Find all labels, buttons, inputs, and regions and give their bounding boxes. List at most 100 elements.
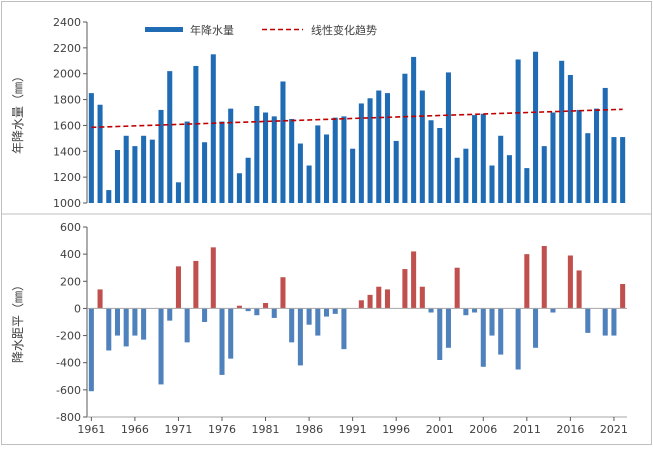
anomaly-bar-1988 bbox=[323, 308, 330, 317]
anomaly-bar-1993 bbox=[367, 294, 373, 309]
annual-precip-bar-2009 bbox=[506, 155, 512, 203]
anomaly-bar-2006 bbox=[480, 308, 486, 367]
anomaly-bar-1966 bbox=[132, 308, 138, 336]
annual-precip-bar-2011 bbox=[524, 168, 530, 203]
bottom-x-tick-label: 1986 bbox=[295, 423, 323, 436]
anomaly-bar-1967 bbox=[141, 308, 147, 340]
bottom-x-tick-label: 1976 bbox=[208, 423, 236, 436]
bottom-x-tick-label: 1961 bbox=[77, 423, 105, 436]
bottom-x-tick-label: 1996 bbox=[382, 423, 410, 436]
annual-precip-bar-2000 bbox=[428, 120, 434, 203]
annual-precip-bar-1998 bbox=[411, 56, 417, 204]
anomaly-bar-1982 bbox=[271, 308, 277, 318]
bottom-x-tick-label: 2006 bbox=[469, 423, 497, 436]
anomaly-bar-2022 bbox=[620, 284, 626, 309]
top-y-tick-label: 1400 bbox=[53, 145, 81, 158]
annual-precip-bar-1996 bbox=[393, 140, 399, 203]
anomaly-bar-2013 bbox=[541, 246, 547, 309]
annual-precip-bar-2021 bbox=[611, 137, 617, 203]
top-y-tick-label: 1200 bbox=[53, 171, 81, 184]
anomaly-bar-2003 bbox=[454, 267, 460, 309]
anomaly-bar-1986 bbox=[306, 308, 312, 325]
anomaly-bar-2012 bbox=[533, 308, 539, 348]
bottom-x-tick-label: 1981 bbox=[252, 423, 280, 436]
annual-precip-bar-1992 bbox=[358, 103, 364, 203]
linear-trend-line bbox=[91, 108, 623, 129]
anomaly-bar-2017 bbox=[576, 270, 582, 309]
anomaly-bar-1995 bbox=[384, 289, 391, 309]
anomaly-bar-1974 bbox=[202, 308, 208, 322]
annual-precip-bar-1971 bbox=[175, 182, 181, 203]
anomaly-bar-1997 bbox=[402, 269, 408, 309]
annual-precip-bar-2016 bbox=[567, 75, 573, 203]
bottom-y-axis-label: 降水距平（㎜） bbox=[11, 279, 25, 363]
annual-precip-bar-1999 bbox=[419, 90, 425, 203]
legend-trend-label: 线性变化趋势 bbox=[311, 23, 377, 37]
legend-bar-label: 年降水量 bbox=[190, 23, 234, 37]
annual-precip-bar-2015 bbox=[559, 60, 565, 204]
anomaly-bar-1984 bbox=[289, 308, 295, 343]
annual-precip-bar-1973 bbox=[193, 65, 199, 203]
annual-precip-bar-1962 bbox=[97, 104, 103, 203]
annual-precip-bar-2007 bbox=[489, 165, 495, 203]
anomaly-bar-2018 bbox=[585, 308, 591, 333]
anomaly-bar-1990 bbox=[341, 308, 347, 350]
bottom-y-tick-label: 200 bbox=[60, 275, 81, 288]
annual-precip-bar-2006 bbox=[480, 113, 486, 203]
annual-precip-bar-1997 bbox=[402, 73, 408, 203]
legend-bar-swatch bbox=[145, 27, 183, 32]
anomaly-bar-2001 bbox=[437, 308, 443, 360]
top-y-tick-label: 1600 bbox=[53, 119, 81, 132]
anomaly-bar-2000 bbox=[428, 308, 434, 313]
annual-precip-bar-2012 bbox=[533, 51, 539, 203]
anomaly-bar-1998 bbox=[411, 251, 417, 309]
anomaly-bar-1981 bbox=[263, 303, 269, 309]
annual-precip-bar-1961 bbox=[88, 93, 94, 203]
anomaly-bar-2016 bbox=[567, 255, 573, 309]
annual-precip-bar-1984 bbox=[289, 118, 295, 203]
anomaly-bar-2020 bbox=[602, 308, 608, 336]
anomaly-bar-1972 bbox=[184, 308, 190, 343]
annual-precip-bar-1972 bbox=[184, 121, 190, 203]
annual-precip-bar-1970 bbox=[167, 71, 173, 203]
anomaly-bar-2007 bbox=[489, 308, 495, 336]
anomaly-bar-2005 bbox=[472, 308, 478, 313]
bottom-x-tick-label: 1971 bbox=[164, 423, 192, 436]
annual-precip-bar-1980 bbox=[254, 106, 260, 203]
annual-precip-bar-1964 bbox=[114, 149, 121, 203]
annual-precip-bar-1979 bbox=[245, 157, 251, 203]
anomaly-bar-2021 bbox=[611, 308, 617, 336]
bottom-x-tick-label: 1991 bbox=[339, 423, 367, 436]
anomaly-bar-1987 bbox=[315, 308, 321, 336]
annual-precip-bar-1989 bbox=[332, 117, 338, 203]
bottom-x-tick-label: 2021 bbox=[600, 423, 628, 436]
anomaly-bar-1999 bbox=[419, 286, 425, 309]
anomaly-bar-1992 bbox=[358, 300, 364, 309]
bottom-x-tick-label: 2011 bbox=[513, 423, 541, 436]
anomaly-bar-2010 bbox=[515, 308, 521, 370]
anomaly-bar-1973 bbox=[193, 260, 199, 309]
bottom-y-tick-label: 600 bbox=[60, 221, 81, 234]
annual-precip-bar-1985 bbox=[297, 143, 303, 203]
anomaly-bar-1964 bbox=[114, 308, 121, 336]
annual-precipitation-panel: 1000 1200 1400 1600 1800 2000 2200 2400 年降水量 线性… bbox=[11, 16, 626, 210]
bottom-x-tick-label: 2016 bbox=[556, 423, 584, 436]
annual-precip-bar-1968 bbox=[149, 139, 155, 203]
anomaly-bar-1975 bbox=[210, 247, 216, 309]
top-y-tick-label: 1000 bbox=[53, 197, 81, 210]
annual-precip-bar-2003 bbox=[454, 157, 460, 203]
annual-precip-bar-2019 bbox=[593, 108, 600, 203]
annual-precip-bar-1988 bbox=[323, 134, 330, 203]
annual-precip-bar-1981 bbox=[263, 112, 269, 203]
annual-precip-bar-2010 bbox=[515, 59, 521, 203]
bottom-y-tick-label: -400 bbox=[56, 357, 81, 370]
precipitation-anomaly-panel: -800 -600 -400 -200 0 200 400 600 1961 1966 1971 19… bbox=[11, 221, 628, 436]
anomaly-bar-1969 bbox=[158, 308, 164, 385]
annual-precip-bar-2008 bbox=[498, 135, 504, 203]
annual-precip-bar-2005 bbox=[472, 115, 478, 203]
anomaly-bar-1961 bbox=[88, 308, 94, 392]
anomaly-bar-2008 bbox=[498, 308, 504, 355]
